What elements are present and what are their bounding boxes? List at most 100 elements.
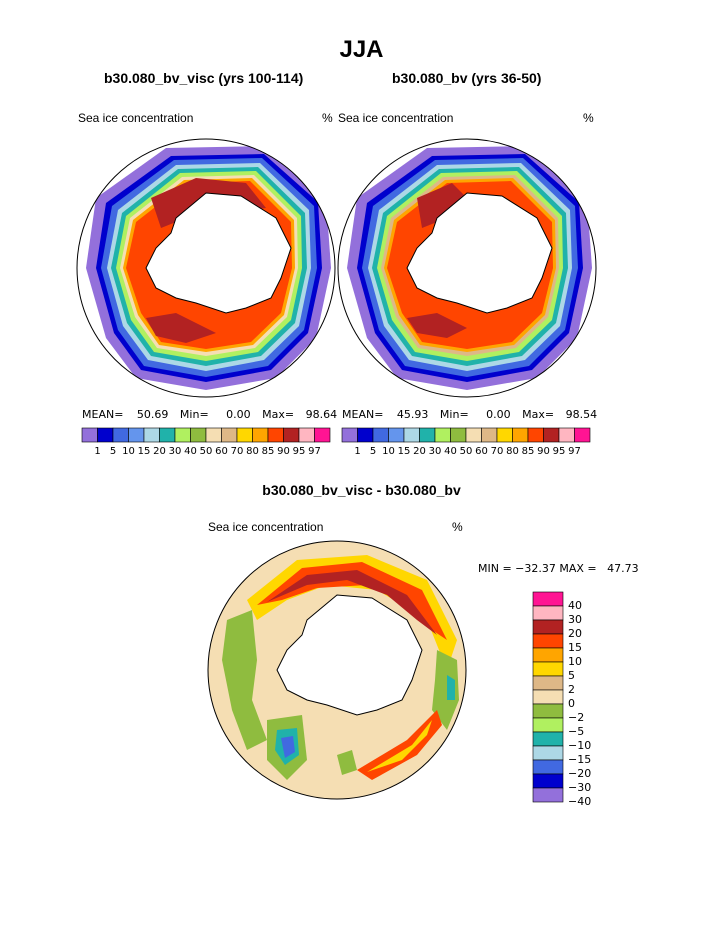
panel2-colorbar-tick-label: 15	[397, 446, 411, 457]
panel1-colorbar-swatch	[128, 427, 145, 443]
diff-colorbar-tick-label: 20	[568, 627, 582, 640]
panel1-mean-label: MEAN=	[82, 408, 124, 421]
panel2-mean: 45.93	[396, 408, 429, 421]
panel1-title: b30.080_bv_visc (yrs 100-114)	[104, 70, 304, 86]
panel1-colorbar-swatch	[174, 427, 191, 443]
diff-colorbar-tick-label: −15	[568, 753, 592, 766]
panel1-max-label: Max=	[262, 408, 295, 421]
panel1-colorbar-swatch	[112, 427, 129, 443]
panel1-colorbar-swatch	[283, 427, 300, 443]
panel2-stats: MEAN= 45.93 Min= 0.00 Max= 98.54	[342, 408, 597, 421]
diff-title: b30.080_bv_visc - b30.080_bv	[262, 482, 461, 498]
panel1-colorbar-tick-label: 40	[184, 446, 197, 457]
panel2-colorbar-swatch	[543, 427, 560, 443]
diff-colorbar-tick-label: −2	[568, 711, 585, 724]
diff-colorbar-swatch	[532, 773, 564, 789]
panel1-polar-map	[76, 138, 336, 398]
panel1-colorbar-labels: 1 5 10 15 20 30 40 50 60 70 80 85 90 95 97	[82, 446, 330, 460]
diff-colorbar-swatch	[532, 759, 564, 775]
panel2-colorbar-tick-label: 5	[369, 446, 377, 457]
panel2-max: 98.54	[565, 408, 598, 421]
panel2-variable: Sea ice concentration	[338, 111, 454, 125]
diff-colorbar-tick-label: 10	[568, 655, 582, 668]
diff-colorbar	[532, 591, 564, 803]
diff-colorbar-swatch	[532, 689, 564, 705]
panel2-colorbar-swatch	[465, 427, 482, 443]
panel1-colorbar-swatch	[314, 427, 331, 443]
panel2-colorbar-swatch	[341, 427, 358, 443]
panel2-colorbar-tick-label: 30	[428, 446, 442, 457]
diff-colorbar-tick-label: −20	[568, 767, 592, 780]
panel1-stats: MEAN= 50.69 Min= 0.00 Max= 98.64	[82, 408, 337, 421]
panel1-max: 98.64	[305, 408, 338, 421]
panel2-colorbar-swatch	[434, 427, 451, 443]
panel1-colorbar-tick-label: 20	[153, 446, 166, 457]
diff-colorbar-swatch	[532, 675, 564, 691]
panel1-colorbar-swatch	[298, 427, 315, 443]
panel1-colorbar-tick-label: 15	[137, 446, 151, 457]
panel1-min: 0.00	[226, 408, 251, 421]
diff-colorbar-swatch	[532, 787, 564, 803]
panel2-units: %	[583, 111, 594, 125]
panel2-colorbar-tick-label: 60	[475, 446, 488, 457]
figure-title: JJA	[339, 36, 384, 63]
panel2-colorbar-tick-label: 10	[382, 446, 395, 457]
diff-colorbar-swatch	[532, 703, 564, 719]
panel2-colorbar-swatch	[496, 427, 513, 443]
diff-units: %	[452, 520, 463, 534]
panel1-colorbar-swatch	[190, 427, 207, 443]
panel1-colorbar-tick-label: 5	[109, 446, 117, 457]
panel1-colorbar-tick-label: 85	[261, 446, 275, 457]
diff-colorbar-swatch	[532, 619, 564, 635]
panel2-colorbar-tick-label: 85	[521, 446, 535, 457]
panel2-colorbar-tick-label: 97	[568, 446, 581, 457]
panel2-colorbar-swatch	[388, 427, 405, 443]
panel2-colorbar-tick-label: 95	[552, 446, 566, 457]
panel2-colorbar-swatch	[450, 427, 467, 443]
diff-colorbar-tick-label: 15	[568, 641, 582, 654]
panel2-polar-map	[337, 138, 597, 398]
panel2-min-label: Min=	[439, 408, 469, 421]
diff-colorbar-tick-label: −10	[568, 739, 592, 752]
panel1-mean: 50.69	[136, 408, 169, 421]
diff-colorbar-tick-label: −40	[568, 795, 592, 808]
panel1-colorbar-swatch	[143, 427, 160, 443]
panel2-colorbar-tick-label: 20	[413, 446, 426, 457]
panel2-colorbar-tick-label: 80	[506, 446, 519, 457]
diff-colorbar-swatch	[532, 731, 564, 747]
panel1-colorbar	[81, 427, 331, 443]
diff-colorbar-swatch	[532, 717, 564, 733]
diff-colorbar-tick-label: 5	[568, 669, 575, 682]
panel1-variable: Sea ice concentration	[78, 111, 194, 125]
panel2-colorbar-swatch	[403, 427, 420, 443]
diff-colorbar-tick-label: 30	[568, 613, 582, 626]
panel1-colorbar-swatch	[81, 427, 98, 443]
diff-variable: Sea ice concentration	[208, 520, 324, 534]
panel1-colorbar-swatch	[159, 427, 176, 443]
panel1-colorbar-tick-label: 80	[246, 446, 259, 457]
panel1-colorbar-tick-label: 30	[168, 446, 182, 457]
panel1-colorbar-tick-label: 97	[308, 446, 321, 457]
diff-polar-map	[207, 540, 467, 800]
panel2-max-label: Max=	[522, 408, 555, 421]
diff-colorbar-swatch	[532, 647, 564, 663]
panel2-colorbar-tick-label: 50	[459, 446, 473, 457]
panel1-colorbar-swatch	[221, 427, 238, 443]
panel2-min: 0.00	[486, 408, 511, 421]
diff-colorbar-swatch	[532, 591, 564, 607]
panel2-colorbar-swatch	[357, 427, 374, 443]
panel1-colorbar-swatch	[236, 427, 253, 443]
panel2-colorbar-tick-label: 70	[490, 446, 504, 457]
panel1-colorbar-tick-label: 70	[230, 446, 244, 457]
panel2-colorbar-tick-label: 1	[354, 446, 361, 457]
diff-colorbar-swatch	[532, 745, 564, 761]
panel1-colorbar-swatch	[252, 427, 269, 443]
panel2-colorbar-tick-label: 90	[537, 446, 550, 457]
diff-colorbar-swatch	[532, 661, 564, 677]
panel1-colorbar-tick-label: 95	[292, 446, 306, 457]
diff-colorbar-tick-label: 0	[568, 697, 575, 710]
diff-colorbar-swatch	[532, 605, 564, 621]
panel2-colorbar-swatch	[512, 427, 529, 443]
panel1-colorbar-tick-label: 1	[94, 446, 101, 457]
panel1-units: %	[322, 111, 333, 125]
